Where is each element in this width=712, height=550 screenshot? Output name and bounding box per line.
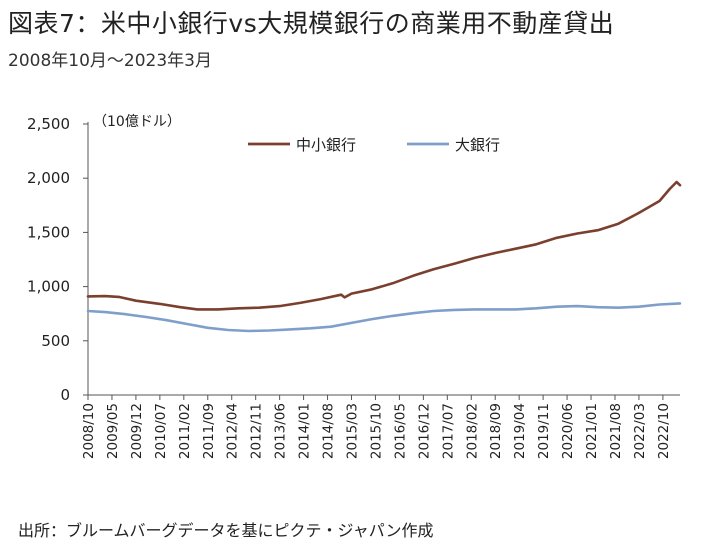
x-tick-label: 2020/06 [560, 403, 576, 459]
x-tick-label: 2012/11 [249, 403, 265, 459]
x-tick-label: 2019/04 [512, 403, 528, 459]
x-tick-label: 2011/09 [201, 403, 217, 459]
x-tick-label: 2019/11 [536, 403, 552, 459]
x-tick-label: 2021/01 [584, 403, 600, 459]
chart-subtitle: 2008年10月～2023年3月 [8, 51, 212, 71]
x-tick-label: 2018/02 [464, 403, 480, 459]
source-note: 出所：ブルームバーグデータを基にピクテ・ジャパン作成 [18, 521, 434, 540]
x-tick-label: 2022/03 [632, 403, 648, 459]
x-tick-label: 2016/05 [392, 403, 408, 459]
x-tick-label: 2010/07 [153, 403, 169, 459]
x-tick-label: 2015/03 [344, 403, 360, 459]
legend-label-2: 大銀行 [455, 136, 500, 154]
chart-title: 図表7：米中小銀行vs大規模銀行の商業用不動産貸出 [8, 9, 615, 38]
x-tick-label: 2015/10 [368, 403, 384, 459]
x-tick-label: 2018/09 [488, 403, 504, 459]
x-tick-label: 2014/08 [321, 403, 337, 459]
y-unit-label: （10億ドル） [93, 114, 181, 130]
x-tick-label: 2008/10 [81, 403, 97, 459]
y-tick-label: 1,500 [27, 223, 70, 241]
x-tick-label: 2012/04 [225, 403, 241, 459]
x-tick-label: 2017/07 [440, 403, 456, 459]
x-tick-label: 2009/05 [105, 403, 121, 459]
x-tick-label: 2009/12 [129, 403, 145, 459]
y-tick-label: 2,000 [27, 169, 70, 187]
series-line-1 [86, 180, 682, 311]
x-tick-label: 2014/01 [297, 403, 313, 459]
x-tick-label: 2013/06 [273, 403, 289, 459]
series-line-2 [86, 302, 682, 333]
x-tick-label: 2011/02 [177, 403, 193, 459]
legend-label-1: 中小銀行 [296, 136, 356, 154]
x-tick-label: 2021/08 [608, 403, 624, 459]
y-tick-label: 1,000 [27, 278, 70, 296]
y-tick-label: 2,500 [27, 115, 70, 133]
x-tick-label: 2016/12 [416, 403, 432, 459]
x-tick-label: 2022/10 [656, 403, 672, 459]
y-tick-label: 0 [60, 386, 70, 404]
y-tick-label: 500 [41, 332, 70, 350]
